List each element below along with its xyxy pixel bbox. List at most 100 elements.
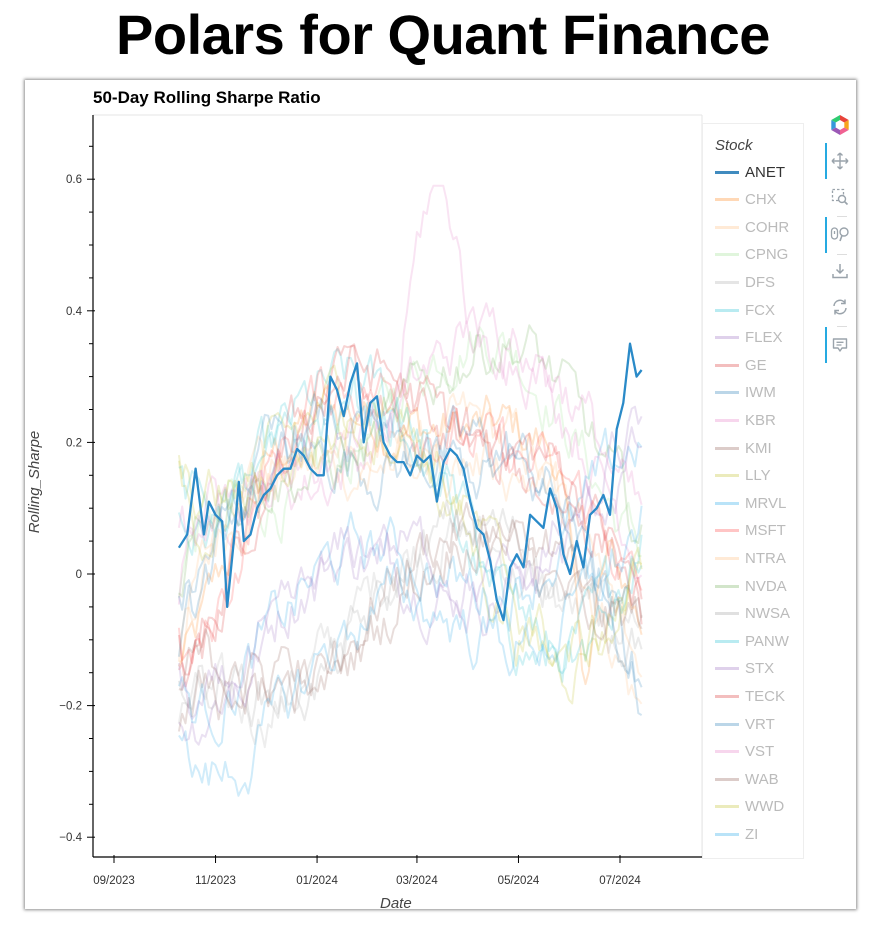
legend-item-nwsa[interactable]: NWSA <box>715 604 790 624</box>
legend-item-chx[interactable]: CHX <box>715 190 777 210</box>
toolbar-separator <box>837 326 847 327</box>
series-line-cpng <box>177 326 642 598</box>
legend-item-cpng[interactable]: CPNG <box>715 245 788 265</box>
toolbar-separator <box>837 254 847 255</box>
series-line-ntra <box>177 429 643 678</box>
y-axis-label: Rolling_Sharpe <box>26 430 43 534</box>
series-line-nvda <box>178 324 643 598</box>
y-tick-label: 0 <box>76 569 82 581</box>
legend-item-panw[interactable]: PANW <box>715 631 789 651</box>
series-line-wwd <box>177 417 643 667</box>
legend-item-teck[interactable]: TECK <box>715 686 785 706</box>
legend-swatch <box>715 722 739 726</box>
legend-label: ANET <box>745 163 786 181</box>
legend-swatch <box>715 391 739 395</box>
legend-item-ntra[interactable]: NTRA <box>715 548 786 568</box>
series-line-chx <box>177 384 643 686</box>
legend-item-vrt[interactable]: VRT <box>715 714 775 734</box>
legend-swatch <box>715 529 739 533</box>
legend-item-lly[interactable]: LLY <box>715 466 771 486</box>
bokeh-logo-icon[interactable] <box>827 112 853 138</box>
legend-label: FCX <box>745 301 775 319</box>
legend-item-iwm[interactable]: IWM <box>715 383 776 403</box>
legend-swatch <box>715 280 739 284</box>
legend-label: VRT <box>745 715 775 733</box>
legend-label: GE <box>745 356 767 374</box>
legend-swatch <box>715 336 739 340</box>
legend-item-cohr[interactable]: COHR <box>715 217 789 237</box>
legend-swatch <box>715 253 739 257</box>
legend-item-mrvl[interactable]: MRVL <box>715 493 786 513</box>
series-line-nwsa <box>177 499 643 728</box>
legend-item-nvda[interactable]: NVDA <box>715 576 787 596</box>
legend-swatch <box>715 446 739 450</box>
legend-item-fcx[interactable]: FCX <box>715 300 775 320</box>
legend-label: VST <box>745 743 775 761</box>
legend-swatch <box>715 170 739 174</box>
pan-tool-icon[interactable] <box>827 148 853 174</box>
legend-swatch <box>715 694 739 698</box>
legend-label: ZI <box>745 825 759 843</box>
legend-label: COHR <box>745 218 790 236</box>
box-zoom-icon[interactable] <box>827 184 853 210</box>
legend-swatch <box>715 805 739 809</box>
legend-label: MRVL <box>745 494 787 512</box>
legend-label: WWD <box>745 798 785 816</box>
legend-item-stx[interactable]: STX <box>715 659 774 679</box>
legend-item-flex[interactable]: FLEX <box>715 328 783 348</box>
y-tick-label: 0.2 <box>66 437 82 449</box>
reset-icon[interactable] <box>827 294 853 320</box>
legend-item-msft[interactable]: MSFT <box>715 521 786 541</box>
legend-label: LLY <box>745 467 771 485</box>
plot-area[interactable]: −0.4 −0.2 0 0.2 0.4 0.6 09/2023 11/2023 01/2024 0… <box>25 80 705 909</box>
hover-tooltip-icon[interactable] <box>827 332 853 358</box>
y-tick-label: −0.4 <box>59 832 82 844</box>
series-line-anet[interactable] <box>177 342 643 622</box>
legend-swatch <box>715 501 739 505</box>
legend-item-zi[interactable]: ZI <box>715 824 758 844</box>
legend-label: CPNG <box>745 246 789 264</box>
legend-swatch <box>715 777 739 781</box>
legend-label: KBR <box>745 411 776 429</box>
toolbar <box>823 110 856 370</box>
legend-label: DFS <box>745 273 775 291</box>
series-line-lly <box>177 364 643 705</box>
legend-item-kbr[interactable]: KBR <box>715 410 776 430</box>
legend-swatch <box>715 612 739 616</box>
legend-label: KMI <box>745 439 772 457</box>
legend-swatch <box>715 418 739 422</box>
legend-swatch <box>715 832 739 836</box>
legend-swatch <box>715 198 739 202</box>
legend-swatch <box>715 750 739 754</box>
legend-item-vst[interactable]: VST <box>715 742 774 762</box>
save-download-icon[interactable] <box>827 258 853 284</box>
x-tick-label: 01/2024 <box>296 875 338 887</box>
series-line-ge <box>178 344 643 688</box>
series-line-msft <box>177 366 643 665</box>
wheel-zoom-icon[interactable] <box>827 221 853 247</box>
y-tick-label: −0.2 <box>59 701 82 713</box>
legend-item-anet[interactable]: ANET <box>715 162 785 182</box>
series-line-mrvl <box>177 427 643 748</box>
y-tick-label: 0.6 <box>66 174 82 186</box>
y-tick-label: 0.4 <box>66 306 83 318</box>
legend-item-dfs[interactable]: DFS <box>715 272 775 292</box>
legend-title: Stock <box>715 137 753 154</box>
legend-swatch <box>715 308 739 312</box>
legend-label: TECK <box>745 687 786 705</box>
x-tick-label: 11/2023 <box>195 875 236 887</box>
legend-swatch <box>715 556 739 560</box>
series-line-kmi <box>177 501 643 732</box>
legend-item-ge[interactable]: GE <box>715 355 767 375</box>
legend-item-kmi[interactable]: KMI <box>715 438 772 458</box>
legend-label: WAB <box>745 770 779 788</box>
legend-item-wab[interactable]: WAB <box>715 769 779 789</box>
legend-item-wwd[interactable]: WWD <box>715 797 784 817</box>
hover-active-indicator <box>825 327 827 363</box>
x-tick-label: 03/2024 <box>396 875 438 887</box>
series-line-cohr <box>178 391 643 705</box>
series-line-dfs <box>177 509 643 749</box>
toolbar-separator <box>837 216 847 217</box>
legend-swatch <box>715 363 739 367</box>
legend-label: NWSA <box>745 605 790 623</box>
